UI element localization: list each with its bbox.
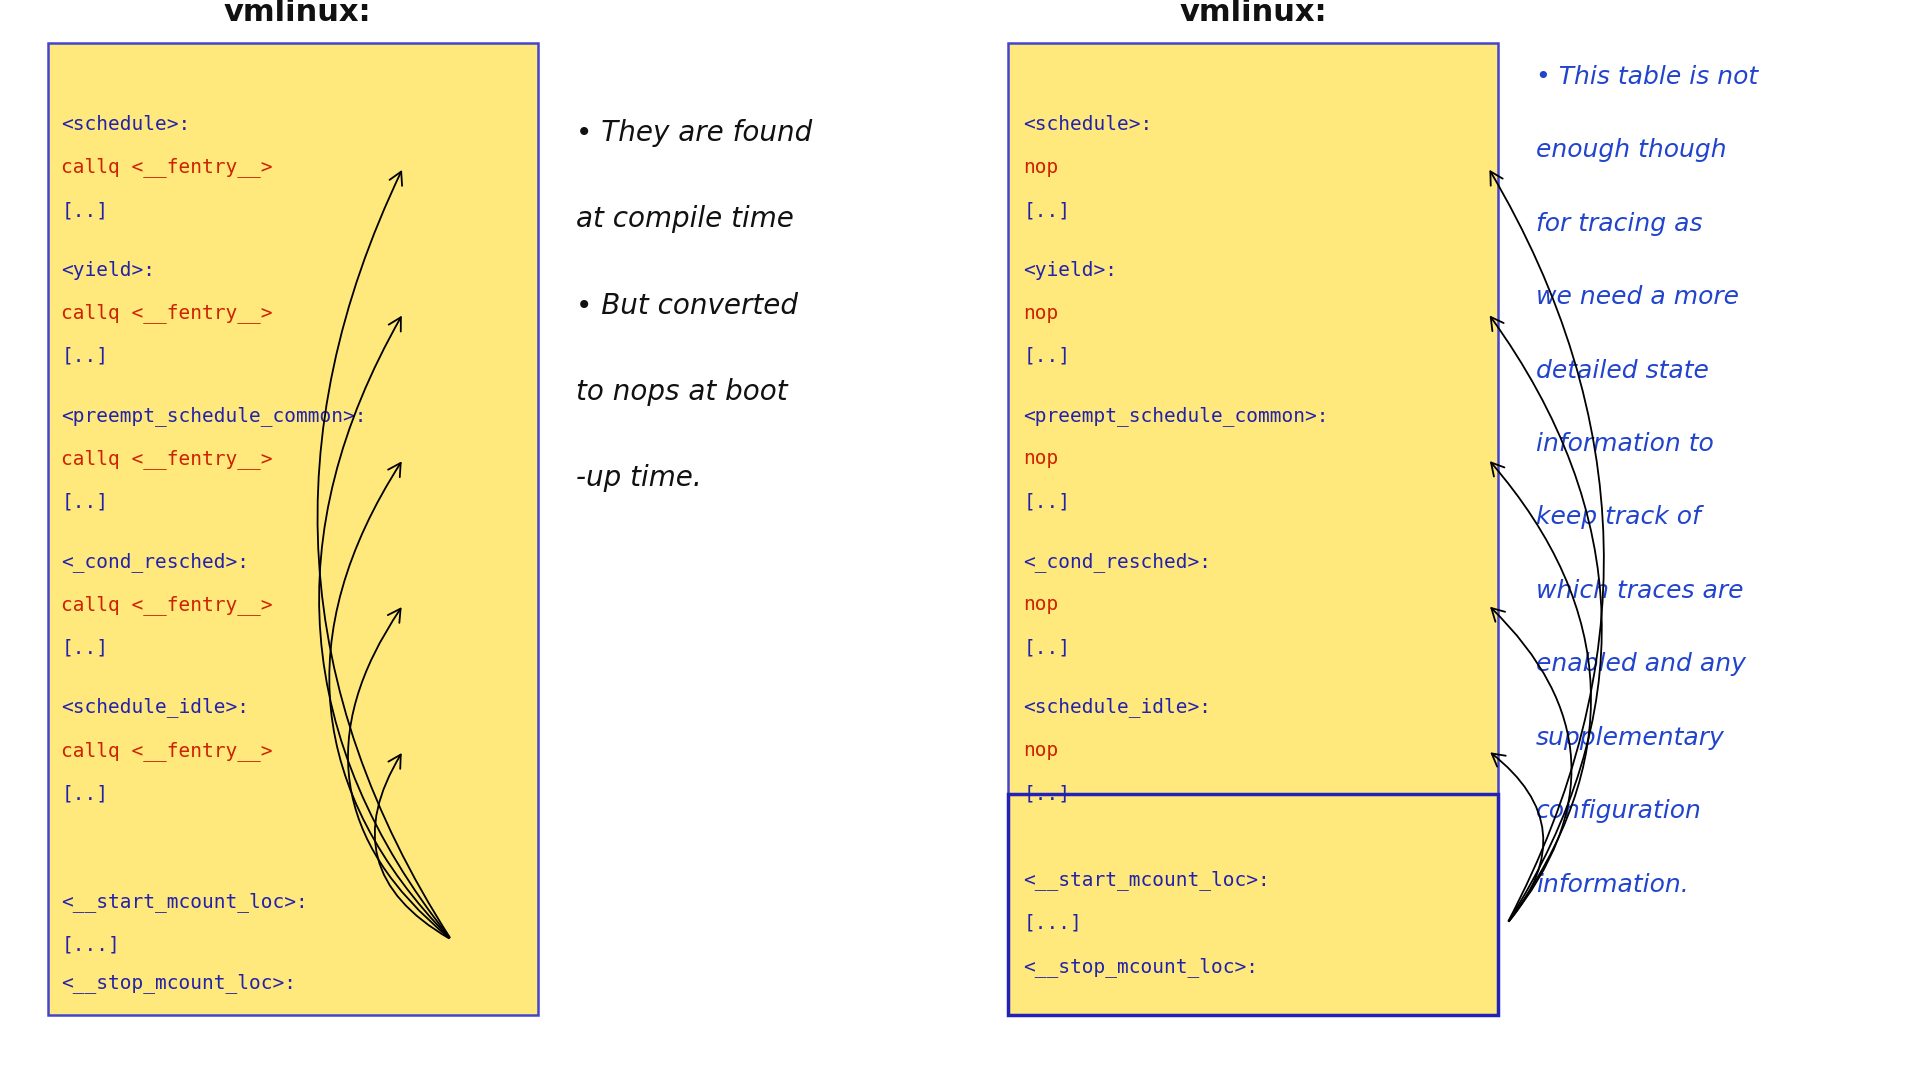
FancyArrowPatch shape	[328, 463, 449, 937]
Text: detailed state: detailed state	[1536, 359, 1709, 382]
FancyArrowPatch shape	[319, 318, 449, 937]
Text: [..]: [..]	[1023, 784, 1069, 804]
Text: vmlinux:: vmlinux:	[1181, 0, 1327, 27]
Text: <preempt_schedule_common>:: <preempt_schedule_common>:	[1023, 406, 1329, 426]
Text: [..]: [..]	[1023, 201, 1069, 220]
Text: <__stop_mcount_loc>:: <__stop_mcount_loc>:	[61, 973, 296, 993]
Text: nop: nop	[1023, 303, 1058, 323]
Text: <preempt_schedule_common>:: <preempt_schedule_common>:	[61, 406, 367, 426]
Text: configuration: configuration	[1536, 799, 1701, 823]
Text: <schedule>:: <schedule>:	[61, 114, 190, 134]
Text: callq <__fentry__>: callq <__fentry__>	[61, 595, 273, 615]
FancyBboxPatch shape	[1008, 43, 1498, 1015]
Text: <yield>:: <yield>:	[1023, 260, 1117, 280]
Text: <_cond_resched>:: <_cond_resched>:	[61, 552, 250, 571]
Text: -up time.: -up time.	[576, 464, 701, 492]
Text: <_cond_resched>:: <_cond_resched>:	[1023, 552, 1212, 571]
Text: • But converted: • But converted	[576, 292, 799, 320]
FancyArrowPatch shape	[1492, 608, 1571, 921]
Text: [..]: [..]	[1023, 492, 1069, 512]
FancyArrowPatch shape	[317, 172, 449, 937]
FancyArrowPatch shape	[1492, 754, 1544, 921]
FancyBboxPatch shape	[48, 43, 538, 1015]
Text: • This table is not: • This table is not	[1536, 65, 1759, 89]
Text: nop: nop	[1023, 158, 1058, 177]
Text: <yield>:: <yield>:	[61, 260, 156, 280]
FancyArrowPatch shape	[374, 755, 449, 939]
Text: <schedule_idle>:: <schedule_idle>:	[61, 698, 250, 717]
Text: [..]: [..]	[1023, 638, 1069, 658]
Text: [..]: [..]	[61, 638, 108, 658]
Text: [..]: [..]	[61, 201, 108, 220]
Text: <__start_mcount_loc>:: <__start_mcount_loc>:	[1023, 870, 1271, 890]
Text: [..]: [..]	[61, 347, 108, 366]
Text: callq <__fentry__>: callq <__fentry__>	[61, 158, 273, 177]
Text: for tracing as: for tracing as	[1536, 212, 1703, 235]
Text: <__start_mcount_loc>:: <__start_mcount_loc>:	[61, 892, 309, 912]
Text: which traces are: which traces are	[1536, 579, 1743, 603]
Text: information to: information to	[1536, 432, 1715, 456]
FancyArrowPatch shape	[1490, 316, 1601, 921]
Text: nop: nop	[1023, 741, 1058, 760]
Text: • They are found: • They are found	[576, 119, 812, 147]
Text: at compile time: at compile time	[576, 205, 793, 233]
FancyBboxPatch shape	[1008, 794, 1498, 1015]
FancyArrowPatch shape	[348, 609, 449, 937]
Text: [...]: [...]	[1023, 914, 1083, 933]
Text: vmlinux:: vmlinux:	[225, 0, 371, 27]
Text: callq <__fentry__>: callq <__fentry__>	[61, 741, 273, 760]
Text: [..]: [..]	[61, 492, 108, 512]
Text: <schedule_idle>:: <schedule_idle>:	[1023, 698, 1212, 717]
Text: callq <__fentry__>: callq <__fentry__>	[61, 449, 273, 469]
Text: callq <__fentry__>: callq <__fentry__>	[61, 303, 273, 323]
Text: [...]: [...]	[61, 935, 121, 955]
Text: enabled and any: enabled and any	[1536, 652, 1745, 676]
Text: [..]: [..]	[1023, 347, 1069, 366]
Text: <__stop_mcount_loc>:: <__stop_mcount_loc>:	[1023, 957, 1258, 976]
Text: supplementary: supplementary	[1536, 726, 1724, 750]
FancyArrowPatch shape	[1492, 462, 1592, 921]
Text: <schedule>:: <schedule>:	[1023, 114, 1152, 134]
Text: enough though: enough though	[1536, 138, 1726, 162]
Text: [..]: [..]	[61, 784, 108, 804]
Text: keep track of: keep track of	[1536, 505, 1701, 529]
Text: we need a more: we need a more	[1536, 285, 1740, 309]
Text: nop: nop	[1023, 595, 1058, 615]
Text: information.: information.	[1536, 873, 1690, 896]
Text: to nops at boot: to nops at boot	[576, 378, 787, 406]
FancyArrowPatch shape	[1490, 172, 1603, 921]
Text: nop: nop	[1023, 449, 1058, 469]
